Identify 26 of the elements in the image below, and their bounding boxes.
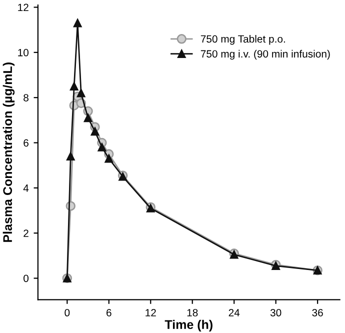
point <box>76 88 86 98</box>
point <box>104 154 114 163</box>
x-tick-label: 6 <box>106 309 112 316</box>
point <box>70 82 78 90</box>
x-axis-title: Time (h) <box>164 320 212 332</box>
point <box>84 114 92 122</box>
point <box>73 18 82 28</box>
point <box>90 127 100 136</box>
y-tick-label: 10 <box>18 48 29 56</box>
y-tick-label: 0 <box>24 274 29 282</box>
point <box>98 143 106 152</box>
legend-label: 750 mg i.v. (90 min infusion) <box>200 50 330 60</box>
y-tick-label: 4 <box>23 184 29 192</box>
x-tick-label: 24 <box>228 309 240 316</box>
y-tick-label: 2 <box>24 230 28 237</box>
y-axis-title: Plasma Concentration (µg/mL) <box>2 62 15 242</box>
point <box>66 152 75 160</box>
legend-label: 750 mg Tablet p.o. <box>200 35 285 45</box>
x-tick-label: 36 <box>312 309 323 316</box>
y-tick-label: 8 <box>24 94 28 102</box>
x-tick-label: 30 <box>270 309 282 316</box>
y-tick-label: 6 <box>24 139 28 147</box>
x-tick-label: 12 <box>146 309 156 316</box>
y-tick-label: 12 <box>18 4 28 12</box>
x-tick-label: 18 <box>187 309 198 316</box>
x-tick-label: 0 <box>64 309 70 316</box>
